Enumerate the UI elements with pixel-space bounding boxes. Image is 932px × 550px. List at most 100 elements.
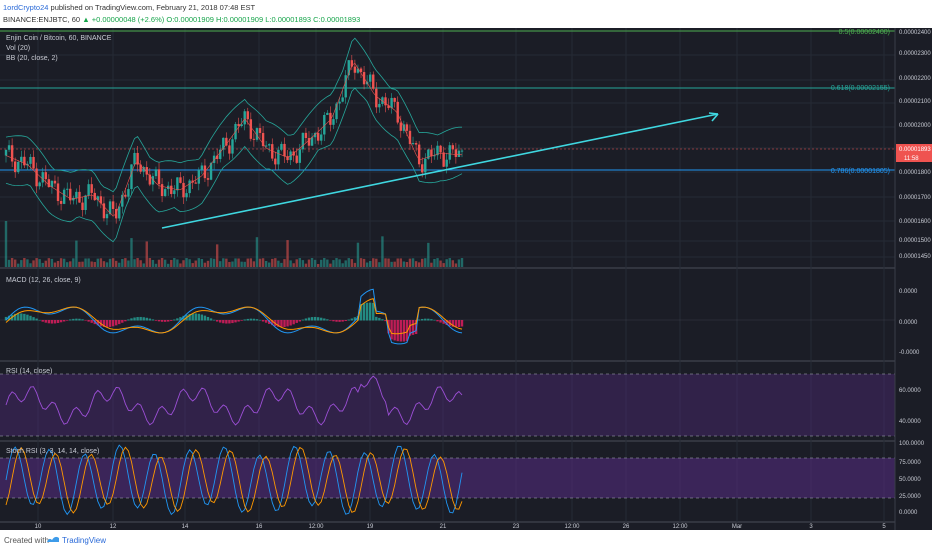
volume-bar [7, 259, 11, 267]
macd-hist [219, 320, 222, 323]
candle-body [44, 172, 47, 180]
volume-bar [332, 260, 335, 267]
volume-bar [124, 258, 127, 267]
last-price-tag [896, 144, 932, 153]
volume-bar [26, 259, 29, 267]
candle-body [411, 143, 415, 145]
candle-body [329, 112, 332, 125]
countdown-tag [896, 153, 932, 162]
macd-hist [292, 320, 295, 325]
candle-body [121, 194, 124, 207]
volume-bar [451, 260, 455, 267]
volume-bar [69, 261, 72, 267]
candle-body [29, 156, 32, 164]
candle-body [78, 191, 81, 203]
macd-hist [375, 316, 378, 321]
candle-body [243, 111, 246, 125]
candle-body [301, 132, 305, 150]
price-tick: 0.00002400 [899, 30, 931, 36]
volume-bar [148, 258, 152, 267]
ohlc-values: O:0.00001909 H:0.00001909 L:0.00001893 C… [166, 15, 361, 24]
macd-hist [176, 318, 179, 321]
candle-body [206, 178, 210, 180]
macd-hist [454, 320, 458, 328]
macd-hist [179, 317, 182, 321]
candle-body [20, 156, 23, 162]
countdown: 11:58 [904, 156, 919, 162]
volume-bar [59, 258, 63, 267]
volume-bar [200, 258, 204, 267]
volume-bar [108, 258, 112, 267]
macd-hist [277, 320, 280, 327]
macd-hist [170, 320, 173, 321]
volume-bar [356, 242, 360, 267]
time-tick: 26 [623, 524, 630, 530]
candle-body [13, 161, 17, 173]
macd-hist [87, 320, 90, 322]
volume-bar [249, 258, 253, 267]
macd-hist [451, 320, 455, 327]
candle-body [338, 101, 341, 104]
candle-body [335, 103, 338, 120]
candle-body [188, 180, 191, 194]
volume-bar [29, 263, 32, 267]
candle-body [298, 149, 301, 163]
macd-hist [145, 317, 148, 321]
macd-hist [114, 320, 118, 326]
author-link[interactable]: 1ordCrypto24 [3, 3, 49, 12]
macd-hist [228, 320, 231, 324]
candle-body [384, 97, 387, 106]
volume-bar [90, 261, 93, 267]
volume-bar [255, 237, 259, 267]
macd-hist [26, 314, 29, 321]
candle-body [246, 111, 249, 120]
rsi-band [0, 374, 895, 436]
chart-area[interactable]: Enjin Coin / Bitcoin, 60, BINANCE Vol (2… [0, 28, 932, 530]
macd-hist [66, 320, 69, 321]
candle-body [108, 201, 112, 215]
volume-bar [219, 261, 222, 267]
volume-bar [99, 258, 103, 267]
macd-hist [41, 320, 44, 322]
macd-hist [344, 320, 347, 322]
macd-hist [136, 317, 139, 321]
candle-body [240, 124, 243, 127]
macd-hist [332, 320, 335, 322]
candle-body [439, 145, 442, 153]
candle-body [170, 185, 173, 195]
price-tick: 0.00001800 [899, 170, 931, 176]
macd-hist [148, 318, 152, 321]
candle-body [35, 168, 38, 187]
candle-body [457, 150, 461, 157]
volume-bar [326, 259, 329, 267]
price-tick: 0.00002300 [899, 51, 931, 57]
volume-bar [368, 260, 372, 267]
volume-bar [215, 244, 219, 267]
candle-body [185, 193, 188, 198]
volume-bar [258, 258, 262, 267]
macd-hist [421, 318, 424, 321]
macd-hist [160, 320, 164, 322]
macd-hist [84, 320, 87, 321]
bb-label: BB (20, close, 2) [6, 55, 58, 62]
macd-hist [326, 319, 329, 321]
candle-body [320, 134, 323, 141]
chart-svg: Enjin Coin / Bitcoin, 60, BINANCE Vol (2… [0, 28, 932, 530]
macd-tick: -0.0000 [899, 350, 920, 356]
volume-bar [243, 261, 246, 267]
volume-bar [396, 258, 399, 267]
macd-hist [75, 318, 78, 321]
volume-bar [56, 260, 60, 267]
macd-hist [341, 320, 344, 322]
candle-body [414, 143, 418, 145]
candle-body [359, 68, 363, 73]
candle-body [87, 184, 90, 196]
candle-body [372, 74, 375, 89]
candle-body [66, 188, 69, 190]
tradingview-brand[interactable]: TradingView [62, 536, 107, 545]
macd-hist [396, 320, 399, 342]
grid [0, 28, 895, 523]
created-with: Created with [4, 536, 49, 545]
macd-hist [130, 318, 133, 321]
macd-hist [329, 320, 332, 321]
